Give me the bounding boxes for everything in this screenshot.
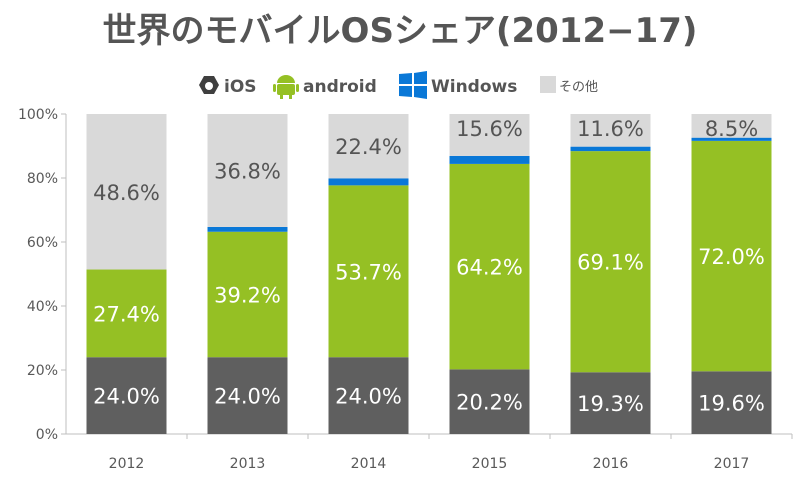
data-label: 8.5% <box>705 117 758 141</box>
bar-windows-2017 <box>691 137 772 141</box>
bar-ios-2016 <box>570 372 651 434</box>
y-tick-label: 40% <box>27 299 58 315</box>
y-tick-label: 100% <box>18 107 58 123</box>
y-tick-label: 60% <box>27 235 58 251</box>
bar-android-2016 <box>570 151 651 373</box>
bar-windows-2016 <box>570 146 651 152</box>
legend-item-windows: Windows <box>399 71 517 99</box>
bar-ios-2014 <box>328 357 409 434</box>
bar-ios-2013 <box>207 357 288 434</box>
bar-android-2014 <box>328 185 409 358</box>
legend-item-android: android <box>273 75 377 99</box>
bar-その他-2015 <box>449 114 530 156</box>
bars <box>86 114 772 434</box>
y-tick-label: 0% <box>36 427 58 443</box>
y-tick-label: 20% <box>27 363 58 379</box>
y-tick-label: 80% <box>27 171 58 187</box>
data-label: 53.7% <box>335 260 402 284</box>
bar-windows-2014 <box>328 178 409 186</box>
x-tick-label: 2014 <box>351 456 387 472</box>
bar-android-2015 <box>449 163 530 370</box>
data-label: 48.6% <box>93 181 160 205</box>
data-label: 19.6% <box>698 392 765 416</box>
data-labels: 24.0% 27.4% 48.6% 24.0% 39.2% 36.8% 24.0% 53.7%… <box>93 117 765 416</box>
bar-その他-2014 <box>328 114 409 179</box>
bar-その他-2012 <box>86 114 167 270</box>
data-label: 24.0% <box>93 385 160 409</box>
data-label: 22.4% <box>335 135 402 159</box>
legend: iOS android Windows その他 <box>199 71 598 99</box>
legend-item-other: その他 <box>540 76 598 95</box>
data-label: 36.8% <box>214 159 281 183</box>
android-icon <box>273 75 299 99</box>
chart-title: 世界のモバイルOSシェア(2012−17) <box>103 11 698 51</box>
bar-android-2017 <box>691 140 772 372</box>
data-label: 20.2% <box>456 391 523 415</box>
x-tick-label: 2016 <box>593 456 629 472</box>
legend-label-ios: iOS <box>224 77 257 97</box>
data-label: 69.1% <box>577 251 644 275</box>
data-label: 72.0% <box>698 245 765 269</box>
data-label: 11.6% <box>577 117 644 141</box>
data-label: 19.3% <box>577 392 644 416</box>
x-tick-label: 2012 <box>109 456 145 472</box>
bar-その他-2017 <box>691 114 772 138</box>
bar-android-2012 <box>86 269 167 358</box>
bar-windows-2015 <box>449 155 530 164</box>
x-tick-label: 2015 <box>472 456 508 472</box>
bar-android-2013 <box>207 231 288 358</box>
legend-swatch-other <box>540 76 556 93</box>
legend-item-ios: iOS <box>199 76 257 97</box>
bar-ios-2012 <box>86 357 167 434</box>
windows-icon <box>399 71 427 99</box>
x-tick-label: 2017 <box>714 456 750 472</box>
bar-windows-2013 <box>207 226 288 232</box>
data-label: 15.6% <box>456 117 523 141</box>
legend-label-windows: Windows <box>431 77 517 97</box>
data-label: 24.0% <box>214 385 281 409</box>
bar-ios-2017 <box>691 371 772 434</box>
bar-ios-2015 <box>449 369 530 434</box>
legend-label-android: android <box>303 77 377 97</box>
axes: 0% 20% 40% 60% 80% 100% 2012 2013 2014 2015 2016 20… <box>18 107 793 472</box>
legend-label-other: その他 <box>559 80 598 95</box>
x-tick-label: 2013 <box>230 456 266 472</box>
data-label: 27.4% <box>93 302 160 326</box>
bar-その他-2016 <box>570 114 651 147</box>
data-label: 39.2% <box>214 283 281 307</box>
apple-icon-glyph <box>205 82 213 90</box>
data-label: 24.0% <box>335 385 402 409</box>
data-label: 64.2% <box>456 256 523 280</box>
bar-その他-2013 <box>207 114 288 227</box>
